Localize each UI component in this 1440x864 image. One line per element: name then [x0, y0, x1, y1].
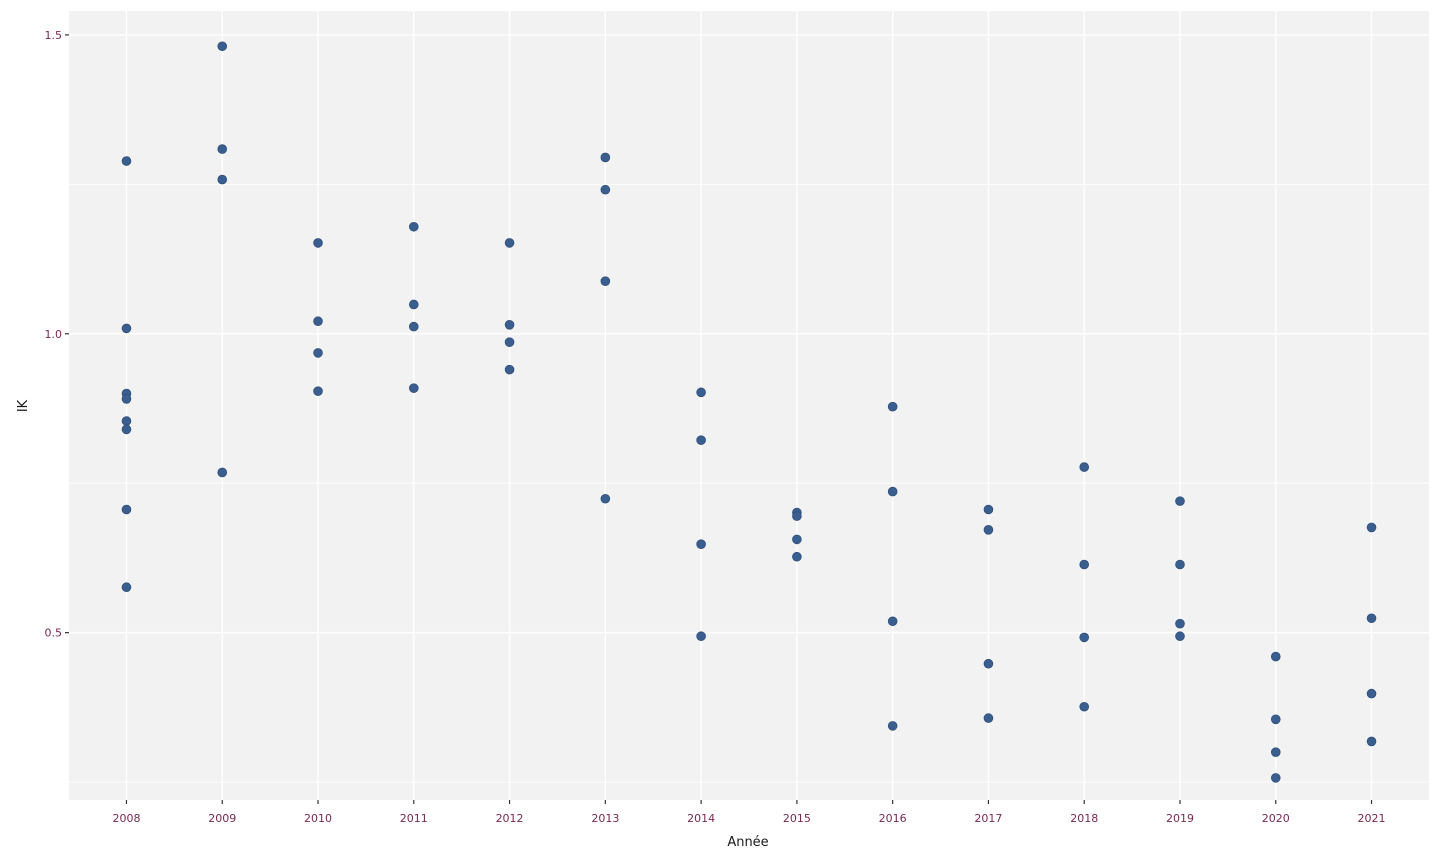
data-point [983, 525, 994, 535]
data-point [408, 299, 419, 310]
data-point [1270, 714, 1281, 725]
data-point [1079, 462, 1090, 472]
x-tick-label: 2013 [591, 812, 619, 825]
x-tick-label: 2016 [879, 812, 907, 825]
y-axis-ticks: 0.5 1.0 1.5 [45, 29, 69, 640]
data-point [121, 416, 132, 426]
x-tick-label: 2018 [1070, 812, 1098, 825]
data-point [313, 316, 323, 327]
data-point [983, 658, 994, 669]
data-point [217, 144, 228, 154]
data-point [1366, 522, 1377, 533]
data-point [504, 238, 515, 248]
data-point [1175, 496, 1185, 506]
x-tick-label: 2011 [400, 812, 428, 825]
data-point [313, 386, 323, 396]
data-point [792, 534, 802, 545]
data-point [121, 582, 132, 593]
data-point [696, 387, 706, 398]
data-point [600, 276, 611, 286]
data-point [1270, 651, 1281, 662]
data-point [121, 156, 132, 166]
data-point [600, 493, 611, 504]
data-point [983, 504, 994, 515]
data-point [121, 424, 132, 435]
data-point [887, 721, 898, 731]
x-tick-label: 2010 [304, 812, 332, 825]
data-point [1366, 613, 1377, 624]
plot-panel [69, 11, 1429, 800]
data-point [1079, 559, 1090, 570]
data-point [792, 551, 802, 562]
data-point [600, 184, 611, 195]
data-point [983, 713, 994, 723]
y-tick-label: 0.5 [45, 627, 63, 640]
data-point [887, 486, 898, 497]
data-points [121, 41, 1377, 783]
x-tick-label: 2021 [1358, 812, 1386, 825]
data-point [1270, 747, 1281, 757]
x-tick-label: 2008 [112, 812, 140, 825]
data-point [887, 616, 898, 627]
data-point [217, 467, 228, 478]
x-tick-label: 2012 [496, 812, 524, 825]
major-gridlines [69, 11, 1429, 800]
data-point [121, 504, 132, 515]
data-point [408, 321, 419, 332]
data-point [408, 383, 419, 393]
x-axis-ticks: 2008 2009 2010 2011 2012 2013 2014 2015 2016 2017… [112, 800, 1386, 825]
minor-gridlines [69, 183, 1429, 783]
data-point [1175, 631, 1185, 642]
data-point [887, 401, 898, 412]
data-point [408, 221, 419, 232]
data-point [504, 320, 515, 330]
data-point [1079, 632, 1090, 643]
y-tick-label: 1.5 [45, 29, 63, 42]
data-point [696, 631, 706, 642]
data-point [313, 348, 323, 358]
data-point [313, 238, 323, 248]
x-tick-label: 2019 [1166, 812, 1194, 825]
x-tick-label: 2009 [208, 812, 236, 825]
data-point [217, 41, 228, 52]
data-point [1366, 736, 1377, 747]
x-tick-label: 2017 [974, 812, 1002, 825]
data-point [600, 152, 611, 163]
data-point [1270, 773, 1281, 783]
x-tick-label: 2014 [687, 812, 715, 825]
x-tick-label: 2015 [783, 812, 811, 825]
data-point [1366, 688, 1377, 699]
data-point [121, 323, 132, 334]
data-point [1079, 701, 1090, 712]
data-point [696, 539, 706, 549]
data-point [217, 174, 228, 185]
data-point [792, 511, 802, 521]
x-axis-title: Année [727, 835, 768, 850]
x-tick-label: 2020 [1262, 812, 1290, 825]
data-point [504, 364, 515, 375]
data-point [1175, 559, 1185, 570]
data-point [121, 394, 132, 404]
data-point [504, 337, 515, 347]
y-axis-title: IK [16, 399, 31, 412]
y-tick-label: 1.0 [45, 328, 63, 341]
data-point [696, 435, 706, 445]
data-point [1175, 618, 1185, 629]
